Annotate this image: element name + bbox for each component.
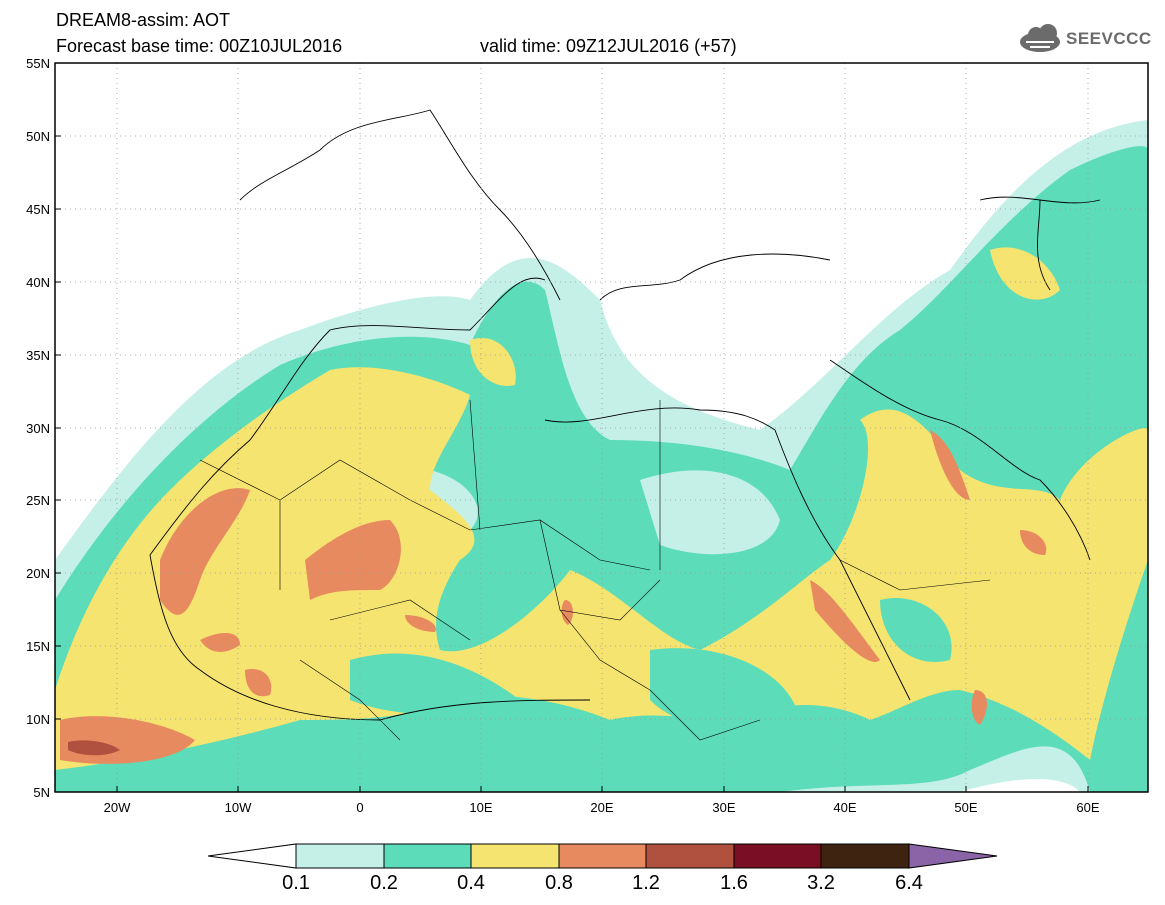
colorbar-swatch [470, 843, 560, 869]
lat-label: 30N [26, 421, 50, 436]
colorbar-swatch [383, 843, 472, 869]
lon-label: 30E [712, 800, 735, 815]
colorbar-label: 0.1 [282, 872, 310, 894]
lon-label: 50E [954, 800, 977, 815]
colorbar-label: 0.2 [370, 872, 398, 894]
map-title: DREAM8-assim: AOT [56, 10, 231, 30]
colorbar-swatch [733, 843, 822, 869]
lat-label: 35N [26, 348, 50, 363]
lon-label: 40E [833, 800, 856, 815]
lat-label: 45N [26, 202, 50, 217]
aot-fields [55, 120, 1148, 792]
colorbar-swatch [295, 843, 385, 869]
lon-label: 10W [225, 800, 252, 815]
colorbar-label: 1.2 [632, 872, 660, 894]
colorbar-label: 0.4 [457, 872, 485, 894]
colorbar-label: 3.2 [807, 872, 835, 894]
lon-label: 20E [590, 800, 613, 815]
colorbar-swatch [820, 843, 910, 869]
colorbar-swatch [207, 843, 297, 869]
cloud-icon [1020, 24, 1060, 52]
gridlines [55, 63, 1148, 792]
colorbar-label: 0.8 [545, 872, 573, 894]
lat-label: 15N [26, 639, 50, 654]
colorbar [207, 843, 998, 869]
lon-label: 20W [104, 800, 131, 815]
colorbar-swatch [558, 843, 647, 869]
colorbar-label: 6.4 [895, 872, 923, 894]
logo-text: SEEVCCC [1066, 29, 1152, 48]
lon-label: 0 [356, 800, 363, 815]
lon-label: 10E [469, 800, 492, 815]
lat-label: 50N [26, 129, 50, 144]
lat-label: 25N [26, 493, 50, 508]
lat-label: 5N [33, 785, 50, 800]
lat-label: 10N [26, 712, 50, 727]
colorbar-swatch [908, 843, 998, 869]
colorbar-swatch [645, 843, 735, 869]
axis-ticks [55, 62, 1089, 792]
lat-label: 55N [26, 56, 50, 71]
colorbar-label: 1.6 [720, 872, 748, 894]
lon-label: 60E [1076, 800, 1099, 815]
forecast-base-time: Forecast base time: 00Z10JUL2016 [56, 36, 343, 56]
lat-label: 20N [26, 566, 50, 581]
lat-label: 40N [26, 275, 50, 290]
valid-time: valid time: 09Z12JUL2016 (+57) [480, 36, 737, 56]
